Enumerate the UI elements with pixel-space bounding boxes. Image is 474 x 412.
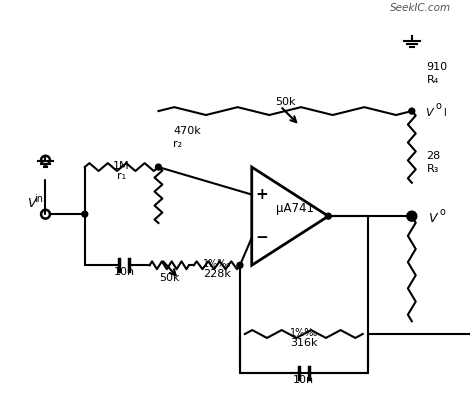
Text: l: l xyxy=(443,108,446,118)
Text: V: V xyxy=(428,212,437,225)
Text: o: o xyxy=(439,207,445,217)
Text: 28: 28 xyxy=(427,151,441,161)
Text: V: V xyxy=(426,108,433,118)
Text: 228k: 228k xyxy=(203,269,231,279)
Text: 470k: 470k xyxy=(173,126,201,136)
Text: 316k: 316k xyxy=(290,338,318,348)
Text: SeekIC.com: SeekIC.com xyxy=(390,3,451,13)
Text: 10n: 10n xyxy=(293,375,314,385)
Text: 1%‰: 1%‰ xyxy=(290,328,318,338)
Circle shape xyxy=(155,164,161,170)
Text: μA741: μA741 xyxy=(276,202,314,215)
Text: in: in xyxy=(34,194,43,204)
Circle shape xyxy=(325,213,331,219)
Circle shape xyxy=(409,108,415,114)
Text: −: − xyxy=(255,230,268,245)
Circle shape xyxy=(409,213,415,219)
Text: V: V xyxy=(27,197,36,210)
Text: R₄: R₄ xyxy=(427,75,439,85)
Text: r₁: r₁ xyxy=(117,171,126,181)
Text: 1%‰: 1%‰ xyxy=(203,259,231,269)
Text: 50k: 50k xyxy=(275,97,295,108)
Text: 10n: 10n xyxy=(113,267,135,277)
Text: 910: 910 xyxy=(427,62,447,73)
Circle shape xyxy=(237,262,243,268)
Text: o: o xyxy=(436,101,441,111)
Text: +: + xyxy=(255,187,268,202)
Text: 50k: 50k xyxy=(159,273,180,283)
Circle shape xyxy=(82,211,88,217)
Text: 1M: 1M xyxy=(113,161,130,171)
Text: r₂: r₂ xyxy=(173,139,182,149)
Text: R₃: R₃ xyxy=(427,164,439,173)
